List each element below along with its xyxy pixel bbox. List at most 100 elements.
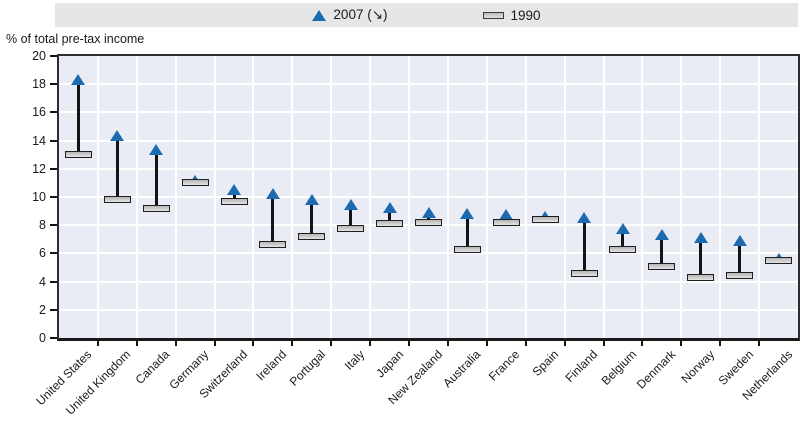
bar-marker-1990 [376,220,404,228]
x-axis-tick [96,341,99,346]
bar-marker-1990 [103,196,131,204]
bar-marker-1990 [531,216,559,224]
gridline-vertical [252,56,255,338]
gridline-vertical [96,56,99,338]
triangle-marker-2007 [732,234,747,246]
x-axis-tick [485,341,488,346]
bar-marker-1990 [64,151,92,159]
bar-marker-1990 [259,241,287,249]
gridline-vertical [330,56,333,338]
y-axis-label: 8 [39,218,46,233]
bar-marker-1990 [726,272,754,280]
legend: 2007 (↘) 1990 [55,3,798,27]
gridline-horizontal [59,252,798,255]
gridline-vertical [524,56,527,338]
x-axis-tick [369,341,372,346]
change-stem [465,213,469,250]
x-axis-tick [252,341,255,346]
x-axis-tick [446,341,449,346]
y-axis-tick [50,337,57,339]
bar-marker-1990 [492,218,520,226]
y-axis-label: 4 [39,274,46,289]
bar-marker-1990 [415,218,442,226]
change-stem [699,237,703,278]
change-stem [115,136,119,200]
gridline-vertical [641,56,644,338]
y-axis-tick [50,139,57,142]
gridline-vertical [719,56,722,338]
gridline-horizontal [59,139,798,142]
gridline-vertical [174,56,177,338]
triangle-marker-2007 [343,199,358,211]
change-stem [582,218,586,274]
change-stem [738,240,742,276]
x-axis-tick [291,341,294,346]
gridline-vertical [446,56,449,338]
y-axis-tick [50,224,57,227]
y-axis-tick [50,308,57,311]
x-axis-tick [524,341,527,346]
triangle-marker-2007 [149,144,164,156]
bar-marker-1990 [337,224,365,232]
triangle-marker-2007 [265,188,280,200]
y-axis-tick [50,167,57,170]
triangle-marker-2007 [460,207,475,219]
y-axis-tick [50,55,57,57]
y-axis-label: 12 [32,161,46,176]
triangle-marker-2007 [654,229,669,241]
x-axis-tick [135,341,138,346]
y-axis-tick [50,111,57,114]
triangle-marker-2007 [110,130,125,142]
gridline-vertical [758,56,761,338]
triangle-marker-2007 [382,202,397,214]
y-axis-label: 16 [32,105,46,120]
change-stem [232,189,236,202]
bar-marker-1990 [453,245,481,253]
bar-marker-1990 [609,245,637,253]
y-axis-label: 10 [32,190,46,204]
bar-marker-1990 [648,262,676,270]
change-stem [349,205,353,228]
legend-item-1990: 1990 [482,8,541,23]
y-axis-label: 2 [39,302,46,317]
gridline-horizontal [59,111,798,114]
bar-marker-1990 [570,269,598,277]
change-stem [310,199,314,237]
y-axis-tick [50,83,57,86]
change-stem [271,194,275,245]
legend-item-2007: 2007 (↘) [312,7,388,23]
change-stem [388,208,392,224]
y-axis-label: 18 [32,77,46,92]
triangle-marker-2007 [421,206,436,218]
triangle-marker-2007 [693,231,708,243]
gridline-horizontal [59,280,798,283]
x-axis-tick [213,341,216,346]
x-axis-tick [680,341,683,346]
dash-marker-icon [482,11,504,19]
gridline-vertical [369,56,372,338]
triangle-marker-2007 [304,193,319,205]
x-axis-tick [330,341,333,346]
change-stem [621,229,625,250]
x-axis-tick [563,341,566,346]
y-axis-label: 0 [39,331,46,345]
triangle-marker-2007 [577,212,592,224]
triangle-marker-2007 [227,183,242,195]
gridline-vertical [135,56,138,338]
y-axis-tick [50,252,57,255]
y-axis-tick [50,196,57,198]
gridline-vertical [213,56,216,338]
y-axis-title: % of total pre-tax income [6,32,145,46]
x-axis-tick [641,341,644,346]
plot-area [57,54,800,341]
gridline-vertical [563,56,566,338]
bar-marker-1990 [687,273,715,281]
legend-label-2007: 2007 (↘) [333,7,388,22]
bar-marker-1990 [142,204,170,212]
gridline-vertical [485,56,488,338]
change-stem [154,150,158,209]
y-axis-label: 20 [32,49,46,63]
x-axis-tick [174,341,177,346]
x-axis-tick [602,341,605,346]
